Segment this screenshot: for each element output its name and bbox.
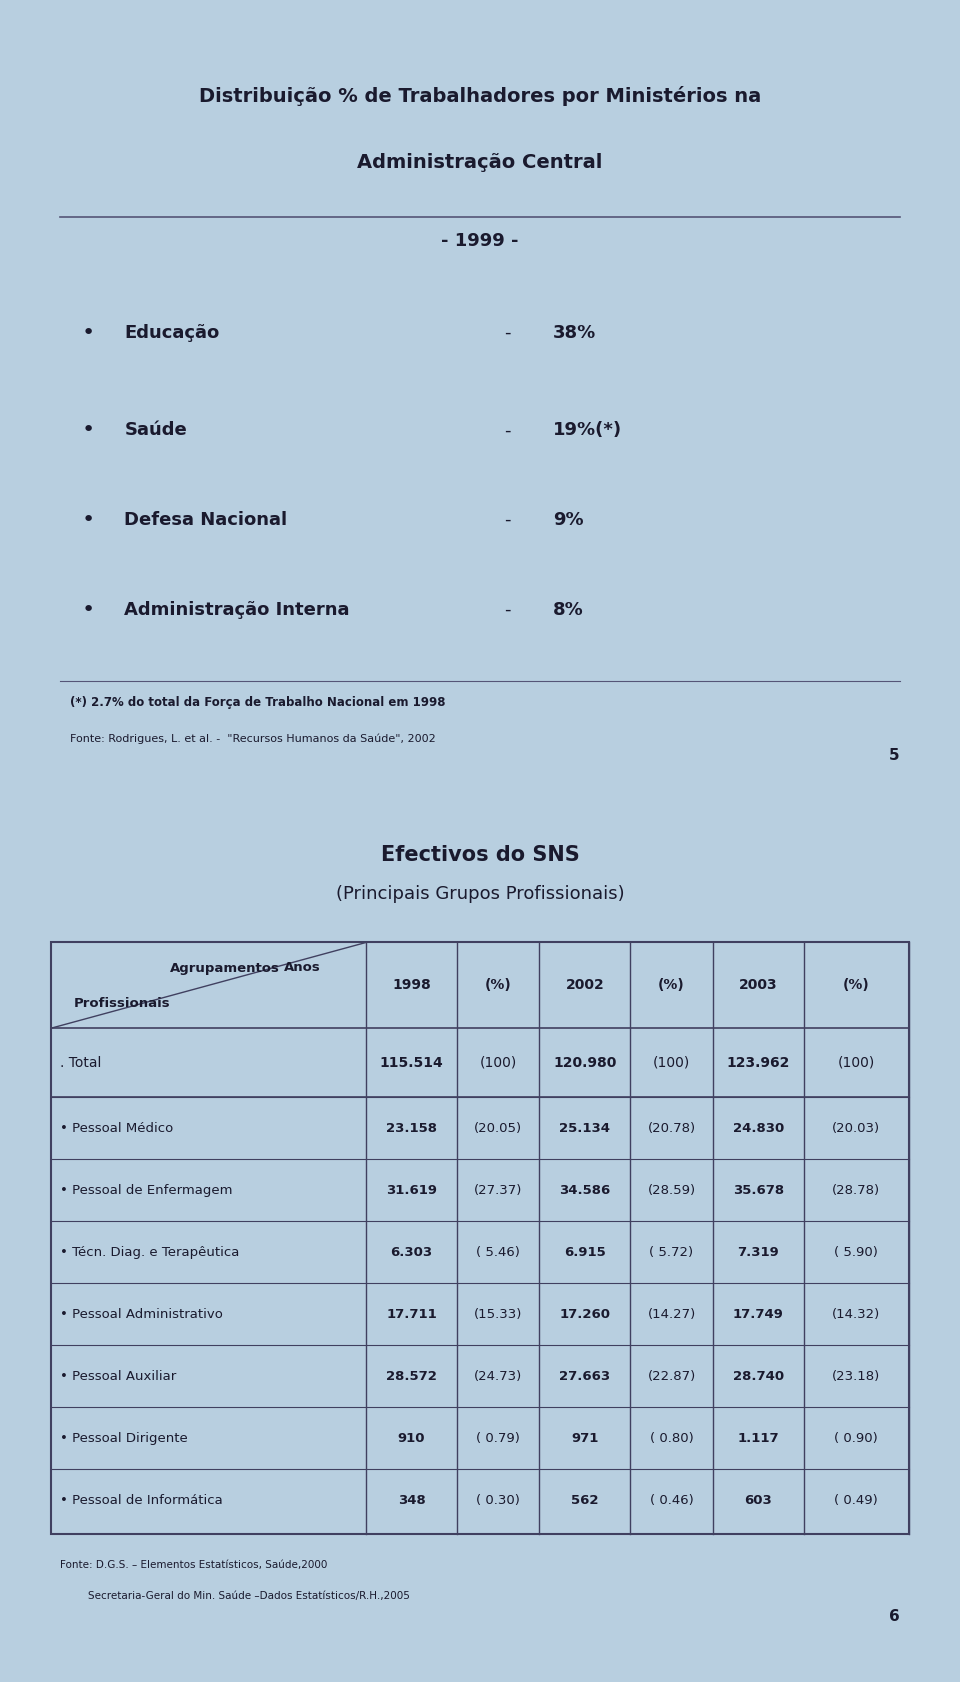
Text: Agrupamentos: Agrupamentos [170,962,279,976]
Text: -: - [504,511,511,530]
Text: 19%(*): 19%(*) [553,420,622,439]
Text: ( 0.46): ( 0.46) [650,1494,693,1507]
Text: 1.117: 1.117 [737,1431,779,1445]
Text: 6: 6 [889,1608,900,1623]
Text: • Pessoal de Enfermagem: • Pessoal de Enfermagem [60,1184,233,1198]
Text: 25.134: 25.134 [560,1122,611,1135]
Text: • Pessoal Auxiliar: • Pessoal Auxiliar [60,1369,177,1383]
Text: -: - [504,600,511,619]
Text: 28.740: 28.740 [732,1369,783,1383]
Text: 28.572: 28.572 [386,1369,437,1383]
Text: Distribuição % de Trabalhadores por Ministérios na: Distribuição % de Trabalhadores por Mini… [199,86,761,106]
Text: (%): (%) [843,979,870,992]
Text: ( 0.79): ( 0.79) [476,1431,520,1445]
Text: Educação: Educação [125,325,220,341]
Text: (%): (%) [659,979,684,992]
Text: 27.663: 27.663 [560,1369,611,1383]
Text: (*) 2.7% do total da Força de Trabalho Nacional em 1998: (*) 2.7% do total da Força de Trabalho N… [69,696,445,710]
Text: Anos: Anos [284,960,321,974]
Text: Saúde: Saúde [125,420,187,439]
Text: 115.514: 115.514 [380,1056,444,1070]
Text: ( 5.90): ( 5.90) [834,1246,878,1258]
Text: 910: 910 [397,1431,425,1445]
Text: (23.18): (23.18) [832,1369,880,1383]
Bar [52,942,908,1534]
Text: ( 5.46): ( 5.46) [476,1246,520,1258]
Text: Administração Central: Administração Central [357,153,603,172]
Text: (22.87): (22.87) [647,1369,696,1383]
Text: (20.78): (20.78) [647,1122,696,1135]
Text: Secretaria-Geral do Min. Saúde –Dados Estatísticos/R.H.,2005: Secretaria-Geral do Min. Saúde –Dados Es… [88,1591,410,1601]
Text: 23.158: 23.158 [386,1122,437,1135]
Text: (100): (100) [653,1056,690,1070]
Text: 6.303: 6.303 [391,1246,433,1258]
Text: 17.749: 17.749 [732,1309,783,1320]
Text: -: - [504,325,511,341]
Text: 562: 562 [571,1494,599,1507]
Text: •: • [82,510,94,530]
Text: Administração Interna: Administração Interna [125,600,349,619]
Text: (Principais Grupos Profissionais): (Principais Grupos Profissionais) [336,885,624,903]
Text: •: • [82,420,94,441]
Text: (14.32): (14.32) [832,1309,880,1320]
Text: •: • [82,600,94,621]
Text: - 1999 -: - 1999 - [442,232,518,251]
Text: • Técn. Diag. e Terapêutica: • Técn. Diag. e Terapêutica [60,1246,240,1258]
Text: (28.59): (28.59) [647,1184,696,1198]
Text: (24.73): (24.73) [474,1369,522,1383]
Text: 31.619: 31.619 [386,1184,437,1198]
Text: 2003: 2003 [739,979,778,992]
Text: Defesa Nacional: Defesa Nacional [125,511,287,530]
Text: 7.319: 7.319 [737,1246,779,1258]
Text: 8%: 8% [553,600,584,619]
Text: 971: 971 [571,1431,599,1445]
Text: 5: 5 [889,748,900,764]
Text: Efectivos do SNS: Efectivos do SNS [380,844,580,865]
Text: Fonte: Rodrigues, L. et al. -  "Recursos Humanos da Saúde", 2002: Fonte: Rodrigues, L. et al. - "Recursos … [69,733,435,743]
Text: 2002: 2002 [565,979,604,992]
Text: 120.980: 120.980 [553,1056,616,1070]
Text: (15.33): (15.33) [474,1309,522,1320]
Text: ( 0.30): ( 0.30) [476,1494,520,1507]
Text: 17.711: 17.711 [386,1309,437,1320]
Text: ( 5.72): ( 5.72) [650,1246,693,1258]
Text: • Pessoal de Informática: • Pessoal de Informática [60,1494,224,1507]
Text: • Pessoal Administrativo: • Pessoal Administrativo [60,1309,224,1320]
Text: 35.678: 35.678 [732,1184,783,1198]
Text: ( 0.80): ( 0.80) [650,1431,693,1445]
Text: 9%: 9% [553,511,584,530]
Text: 24.830: 24.830 [732,1122,783,1135]
Text: (100): (100) [837,1056,875,1070]
Text: (20.03): (20.03) [832,1122,880,1135]
Text: (28.78): (28.78) [832,1184,880,1198]
Text: (14.27): (14.27) [647,1309,696,1320]
Text: 38%: 38% [553,325,596,341]
Text: 348: 348 [397,1494,425,1507]
Text: 17.260: 17.260 [560,1309,611,1320]
Text: . Total: . Total [60,1056,102,1070]
Text: (27.37): (27.37) [474,1184,522,1198]
Text: 603: 603 [744,1494,772,1507]
Text: (100): (100) [480,1056,516,1070]
Text: •: • [82,323,94,343]
Text: (20.05): (20.05) [474,1122,522,1135]
Text: • Pessoal Médico: • Pessoal Médico [60,1122,174,1135]
Text: 123.962: 123.962 [727,1056,790,1070]
Text: 1998: 1998 [393,979,431,992]
Text: ( 0.90): ( 0.90) [834,1431,878,1445]
Text: ( 0.49): ( 0.49) [834,1494,878,1507]
Text: 6.915: 6.915 [564,1246,606,1258]
Text: (%): (%) [485,979,512,992]
Text: Fonte: D.G.S. – Elementos Estatísticos, Saúde,2000: Fonte: D.G.S. – Elementos Estatísticos, … [60,1559,328,1569]
Text: -: - [504,420,511,439]
Text: 34.586: 34.586 [560,1184,611,1198]
Text: • Pessoal Dirigente: • Pessoal Dirigente [60,1431,188,1445]
Text: Profissionais: Profissionais [74,997,171,1009]
